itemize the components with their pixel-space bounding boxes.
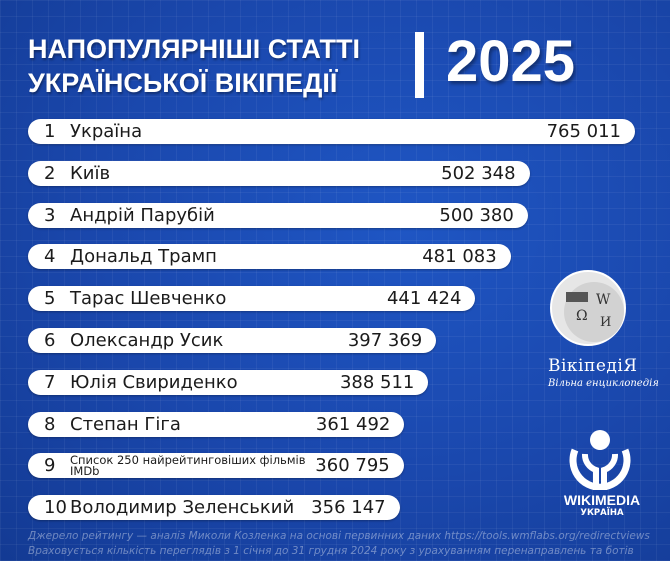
article-title: Список 250 найрейтинговіших фільмів IMDb <box>70 452 306 478</box>
wikimedia-wordmark: WIKIMEDIA <box>563 492 641 508</box>
view-count: 500 380 <box>439 204 514 226</box>
rank-number: 2 <box>44 162 56 184</box>
rank-number: 10 <box>44 497 67 519</box>
article-title: Київ <box>70 162 111 184</box>
view-count: 388 511 <box>339 371 415 393</box>
wikipedia-tagline: Вільна енциклопедія <box>548 378 659 389</box>
source-line-1: Джерело рейтингу — аналіз Миколи Козленк… <box>28 530 650 542</box>
article-title: Степан Гіга <box>70 413 181 435</box>
bar-row: 1 Україна 765 011 <box>28 119 635 144</box>
article-title: Юлія Свириденко <box>70 371 238 393</box>
view-count: 361 492 <box>315 413 391 435</box>
bar-row: 5 Тарас Шевченко 441 424 <box>28 286 476 312</box>
svg-text:Ω: Ω <box>576 308 588 324</box>
view-count: 441 424 <box>386 288 462 310</box>
article-title: Дональд Трамп <box>70 246 217 268</box>
rank-number: 9 <box>44 455 56 477</box>
view-count: 397 369 <box>347 330 423 351</box>
title-line-2: УКРАЇНСЬКОЇ ВІКІПЕДІЇ <box>28 68 338 98</box>
bar-row: 10 Володимир Зеленський 356 147 <box>28 495 400 521</box>
wikipedia-wordmark: ВікіпедіЯ <box>548 356 638 376</box>
article-title: Тарас Шевченко <box>70 288 227 310</box>
article-title: Олександр Усик <box>70 330 224 351</box>
view-count: 481 083 <box>422 246 497 268</box>
svg-text:И: И <box>600 315 611 330</box>
source-line-2: Враховується кількість переглядів з 1 сі… <box>28 545 634 557</box>
wikipedia-globe-icon: Ω W И <box>550 270 626 346</box>
bar-row: 2 Київ 502 348 <box>28 160 530 186</box>
bar-row: 7 Юлія Свириденко 388 511 <box>28 369 429 395</box>
article-title: Андрій Парубій <box>70 204 215 226</box>
wikimedia-subtitle: УКРАЇНА <box>580 508 624 518</box>
article-title: Володимир Зеленський <box>70 497 295 519</box>
rank-number: 8 <box>44 413 56 435</box>
title-line-1: НАПОПУЛЯРНІШІ СТАТТІ <box>28 34 360 64</box>
view-count: 502 348 <box>441 162 516 184</box>
bar-row: 4 Дональд Трамп 481 083 <box>28 244 511 270</box>
rank-number: 7 <box>44 371 56 393</box>
rank-number: 4 <box>44 246 56 268</box>
rank-number: 6 <box>44 330 56 351</box>
page-title: НАПОПУЛЯРНІШІ СТАТТІ УКРАЇНСЬКОЇ ВІКІПЕД… <box>28 32 360 100</box>
bar-row: 8 Степан Гіга 361 492 <box>28 411 405 437</box>
article-title: Україна <box>70 121 143 142</box>
wikimedia-logo-icon <box>569 430 631 490</box>
svg-text:W: W <box>596 292 611 308</box>
view-count: 765 011 <box>546 121 621 142</box>
source-note: Джерело рейтингу — аналіз Миколи Козленк… <box>28 529 650 559</box>
bar-row: 9 Список 250 найрейтинговіших фільмів IMD… <box>28 452 404 479</box>
view-count: 356 147 <box>311 497 386 519</box>
view-count: 360 795 <box>315 455 390 477</box>
title-divider <box>415 32 424 98</box>
bar-row: 6 Олександр Усик 397 369 <box>28 328 437 353</box>
rank-number: 1 <box>44 121 56 142</box>
bar-row: 3 Андрій Парубій 500 380 <box>28 202 528 228</box>
rank-number: 5 <box>44 288 56 310</box>
year: 2025 <box>446 29 576 94</box>
rank-number: 3 <box>44 204 56 226</box>
